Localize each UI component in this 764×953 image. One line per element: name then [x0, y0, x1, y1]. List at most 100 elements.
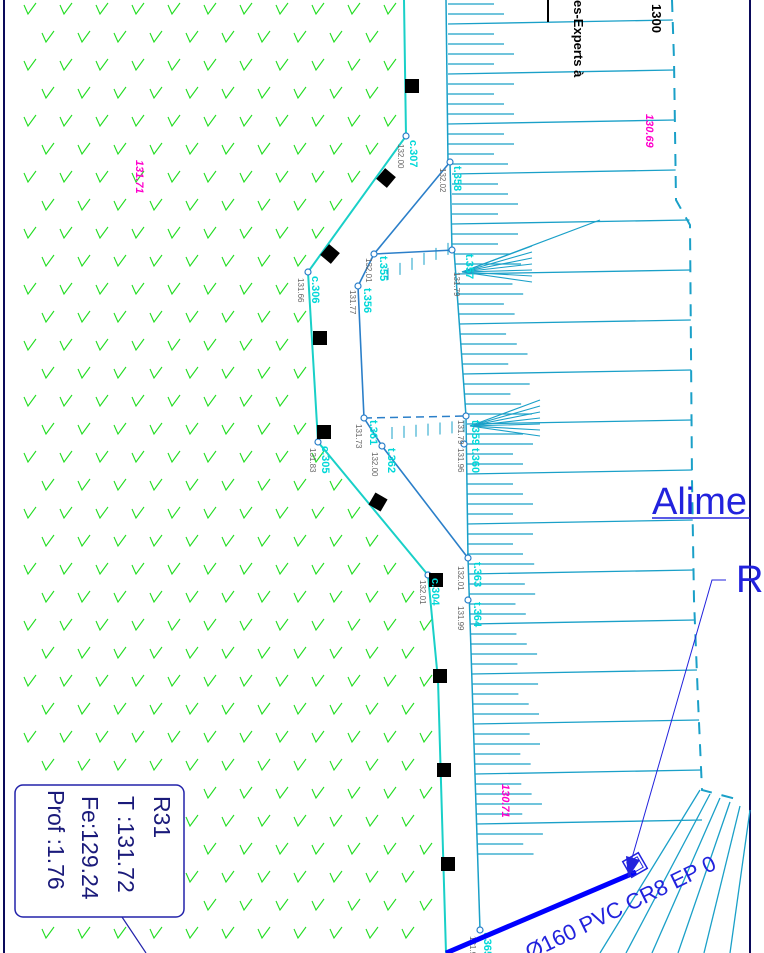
grass-symbol [275, 506, 289, 520]
scale-text: 1300 [649, 4, 664, 33]
grass-symbol [221, 702, 235, 716]
grass-symbol [365, 590, 379, 604]
spot-level-label: 130.69 [643, 114, 655, 149]
grass-symbol [419, 730, 433, 744]
grass-symbol [95, 2, 109, 16]
terrain-code-label: t.362 [385, 448, 397, 473]
grass-symbol [293, 422, 307, 436]
grass-symbol [221, 870, 235, 884]
spot-level-label: 130.71 [499, 784, 511, 818]
grass-symbol [383, 58, 397, 72]
grass-symbol [275, 618, 289, 632]
grass-symbol [203, 562, 217, 576]
grass-symbol [401, 646, 415, 660]
grass-symbol [257, 758, 271, 772]
grass-symbol [113, 142, 127, 156]
grass-symbol [113, 366, 127, 380]
grass-symbol [293, 30, 307, 44]
grass-symbol [221, 142, 235, 156]
fan-line [469, 425, 541, 431]
grass-symbol [203, 58, 217, 72]
hatch-line [447, 19, 673, 25]
bollard-square [368, 492, 388, 512]
grass-symbol [293, 198, 307, 212]
grass-symbol [293, 534, 307, 548]
grass-symbol [41, 198, 55, 212]
grass-symbol [41, 142, 55, 156]
grass-symbol [239, 114, 253, 128]
grass-symbol [275, 394, 289, 408]
grass-symbol [59, 338, 73, 352]
fan-line [469, 417, 541, 427]
grass-symbol [293, 142, 307, 156]
grass-symbol [221, 758, 235, 772]
hatch-line [466, 419, 692, 425]
grass-symbol [167, 730, 181, 744]
grass-symbol [239, 786, 253, 800]
grass-symbol [347, 562, 361, 576]
grass-symbol [23, 450, 37, 464]
manhole-fe: Fe:129.24 [77, 796, 103, 900]
grass-symbol [95, 618, 109, 632]
grass-symbol [41, 478, 55, 492]
drawing-frame [3, 0, 751, 953]
grass-symbol [257, 254, 271, 268]
grass-symbol [239, 58, 253, 72]
grass-symbol [185, 646, 199, 660]
grass-symbol [383, 618, 397, 632]
terrain-code-label: t.356 [361, 288, 373, 313]
grass-symbol [293, 590, 307, 604]
grass-symbol [311, 450, 325, 464]
grass-symbol [131, 674, 145, 688]
grass-symbol [41, 254, 55, 268]
grass-symbol [347, 58, 361, 72]
grass-symbol [23, 506, 37, 520]
manhole-t: T :131.72 [113, 796, 139, 893]
grass-symbol [239, 450, 253, 464]
survey-point-marker [304, 268, 312, 276]
grass-symbol [23, 114, 37, 128]
grass-symbol [239, 842, 253, 856]
grass-symbol [59, 394, 73, 408]
grass-symbol [203, 226, 217, 240]
grass-symbol [257, 198, 271, 212]
grass-symbol [275, 562, 289, 576]
grass-symbol [77, 366, 91, 380]
grass-symbol [149, 86, 163, 100]
grass-symbol [221, 422, 235, 436]
grass-symbol [23, 338, 37, 352]
manhole-box-leader [121, 916, 147, 953]
grass-symbol [311, 786, 325, 800]
grass-symbol [41, 86, 55, 100]
grass-symbol [257, 534, 271, 548]
grass-symbol [113, 758, 127, 772]
grass-symbol [383, 842, 397, 856]
survey-point-marker [464, 596, 472, 604]
grass-symbol [347, 786, 361, 800]
grass-symbol [347, 674, 361, 688]
fan-line [469, 411, 541, 427]
curb-levels: 132.00 131.66 131.83 132.01 [296, 144, 427, 605]
grass-symbol [167, 618, 181, 632]
grass-symbol [77, 422, 91, 436]
grass-symbol [311, 730, 325, 744]
grass-symbol [239, 338, 253, 352]
fan-line [461, 251, 533, 273]
grass-symbol [275, 58, 289, 72]
grass-symbol [149, 590, 163, 604]
grass-symbol [95, 58, 109, 72]
grass-symbol [95, 450, 109, 464]
grass-symbol [329, 30, 343, 44]
grass-symbol [185, 702, 199, 716]
hatch-line [451, 219, 690, 225]
grass-symbol [23, 2, 37, 16]
grass-symbol [419, 786, 433, 800]
grass-symbol [311, 170, 325, 184]
hatch-line [459, 319, 691, 325]
terrain-level-label: 132.01 [364, 258, 373, 283]
grass-symbol [77, 646, 91, 660]
grass-symbol [383, 786, 397, 800]
grass-symbol [401, 870, 415, 884]
grass-symbol [365, 534, 379, 548]
grass-symbol [41, 310, 55, 324]
